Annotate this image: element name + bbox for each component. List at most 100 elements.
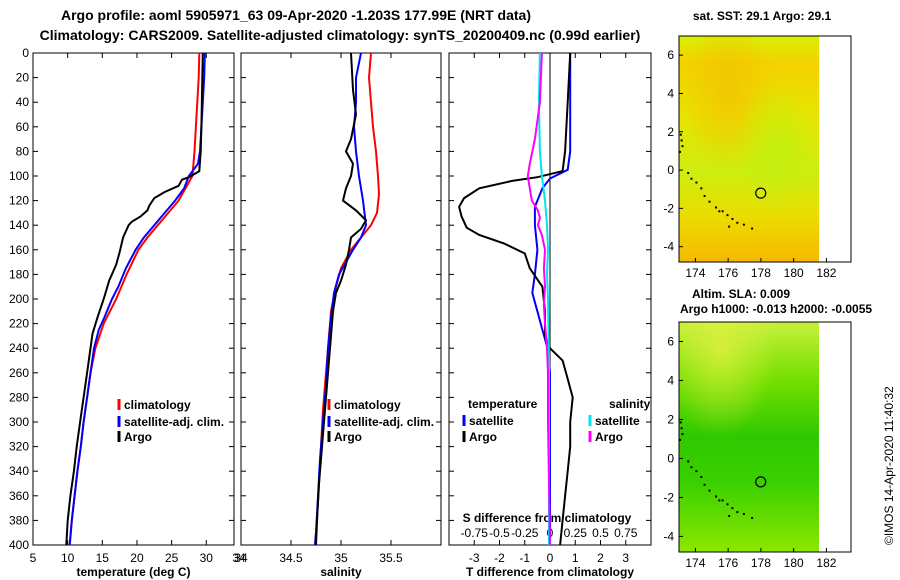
sla-island-dot [718,499,721,502]
sst-island-dot [680,139,683,142]
difference-s-tick-label: -0.5 [489,526,510,540]
sst-lon-tick-label: 176 [718,266,738,280]
temperature-xtick-label: 30 [200,551,214,565]
sst-island-dot [751,227,754,230]
sst-island-dot [736,221,739,224]
temperature-legend-climatology-label: climatology [124,398,191,412]
sst-island-dot [679,133,682,136]
temperature-legend-argo-label: Argo [124,430,152,444]
sst-island-dot [690,177,693,180]
depth-tick-label: 40 [16,95,30,109]
sst-lon-tick-label: 174 [685,266,705,280]
sla-island-dot [679,421,682,424]
difference-legend-t-argo-label: Argo [469,430,497,444]
depth-tick-label: 300 [9,415,29,429]
depth-tick-label: 200 [9,292,29,306]
depth-tick-label: 360 [9,489,29,503]
sst-island-dot [700,187,703,190]
depth-tick-label: 240 [9,341,29,355]
salinity-legend-satellite-label: satellite-adj. clim. [334,415,434,429]
salinity-profile-panel: 34 34.5 35 35.5 salinity climatology satellite… [234,52,442,579]
sst-lon-tick-label: 180 [784,266,804,280]
sla-lat-tick-label: 0 [667,451,674,465]
depth-tick-label: 320 [9,440,29,454]
difference-legend-salinity-heading: salinity [609,397,651,411]
sla-island-dot [708,489,711,492]
sla-lat-tick-label: -4 [663,529,674,543]
sst-lat-tick-label: 6 [667,48,674,62]
sla-island-dot [721,499,724,502]
temperature-xtick-label: 15 [96,551,110,565]
difference-xtick-label: 2 [597,551,604,565]
sst-lon-tick-label: 178 [751,266,771,280]
sst-island-dot [721,210,724,213]
depth-tick-label: 400 [9,538,29,552]
depth-tick-label: 100 [9,169,29,183]
depth-tick-label: 380 [9,513,29,527]
difference-s-tick-label: 0.25 [564,526,588,540]
difference-xtick-label: -1 [519,551,530,565]
sla-lon-tick-label: 176 [718,556,738,570]
sla-lat-tick-label: 6 [667,334,674,348]
sla-island-dot [700,475,703,478]
difference-xtick-label: -2 [494,551,505,565]
depth-tick-label: 180 [9,267,29,281]
sla-island-dot [731,507,734,510]
difference-xtick-label: -3 [469,551,480,565]
difference-line-s-argo [526,52,551,546]
sla-lon-tick-label: 180 [784,556,804,570]
sst-lat-tick-label: 4 [667,86,674,100]
difference-s-tick-label: 0.75 [614,526,638,540]
sst-island-dot [695,181,698,184]
difference-legend-temperature-heading: temperature [468,397,538,411]
sla-high-patch [679,322,819,552]
sst-island-dot [708,200,711,203]
sst-island-dot [726,214,729,217]
temperature-line-satellite [68,52,206,546]
figure-title-line1: Argo profile: aoml 5905971_63 09-Apr-202… [61,7,531,23]
salinity-plot-frame [240,52,442,546]
difference-line-t-argo [458,52,574,546]
sla-island-dot [728,514,731,517]
figure-title-line2: Climatology: CARS2009. Satellite-adjuste… [40,27,641,43]
temperature-xtick-label: 34 [232,551,246,565]
sla-island-dot [679,438,681,441]
sst-island-dot [731,217,734,220]
sla-map-panel: Altim. SLA: 0.009 Argo h1000: -0.013 h20… [663,287,872,570]
depth-tick-label: 20 [16,71,30,85]
depth-tick-label: 160 [9,243,29,257]
salinity-xaxis-label: salinity [320,565,362,579]
sst-island-dot [742,223,745,226]
sst-map-title: sat. SST: 29.1 Argo: 29.1 [693,9,832,23]
difference-legend-s-satellite-label: satellite [595,414,640,428]
sla-lat-tick-label: 2 [667,412,674,426]
sst-island-dot [687,171,690,174]
sla-island-dot [695,470,698,473]
sst-argo-position-marker [755,187,767,199]
temperature-xtick-label: 20 [130,551,144,565]
sla-island-dot [703,483,706,486]
salinity-xtick-label: 34.5 [279,551,303,565]
depth-tick-label: 220 [9,317,29,331]
sla-map-frame [678,321,852,553]
imos-watermark: ©IMOS 14-Apr-2020 11:40:32 [882,386,896,545]
depth-tick-label: 340 [9,464,29,478]
sla-map-title: Altim. SLA: 0.009 [692,287,790,301]
salinity-xtick-label: 34 [234,551,248,565]
sla-lon-tick-label: 182 [816,556,836,570]
sla-island-dot [742,513,745,516]
depth-tick-label: 0 [22,46,29,60]
sst-lat-tick-label: 0 [667,163,674,177]
temperature-profile-panel: 0 20 40 60 80 100 120 140 160 180 200 220 240 260 280 3… [9,46,246,579]
sla-island-dot [715,495,718,498]
sla-island-dot [681,433,684,436]
sla-island-dot [751,516,754,519]
sla-lon-tick-label: 178 [751,556,771,570]
salinity-legend-climatology-label: climatology [334,398,401,412]
difference-profile-panel: -3 -2 -1 0 1 2 3T difference from climatology S… [448,52,652,579]
difference-xaxis-label: T difference from climatology [466,565,634,579]
temperature-plot-frame [32,52,235,546]
difference-s-axis-label: S difference from climatology [463,511,632,525]
sst-map-panel: sat. SST: 29.1 Argo: 29.1 174 176 178 180 18… [663,9,852,280]
difference-s-tick-label: -0.25 [511,526,539,540]
